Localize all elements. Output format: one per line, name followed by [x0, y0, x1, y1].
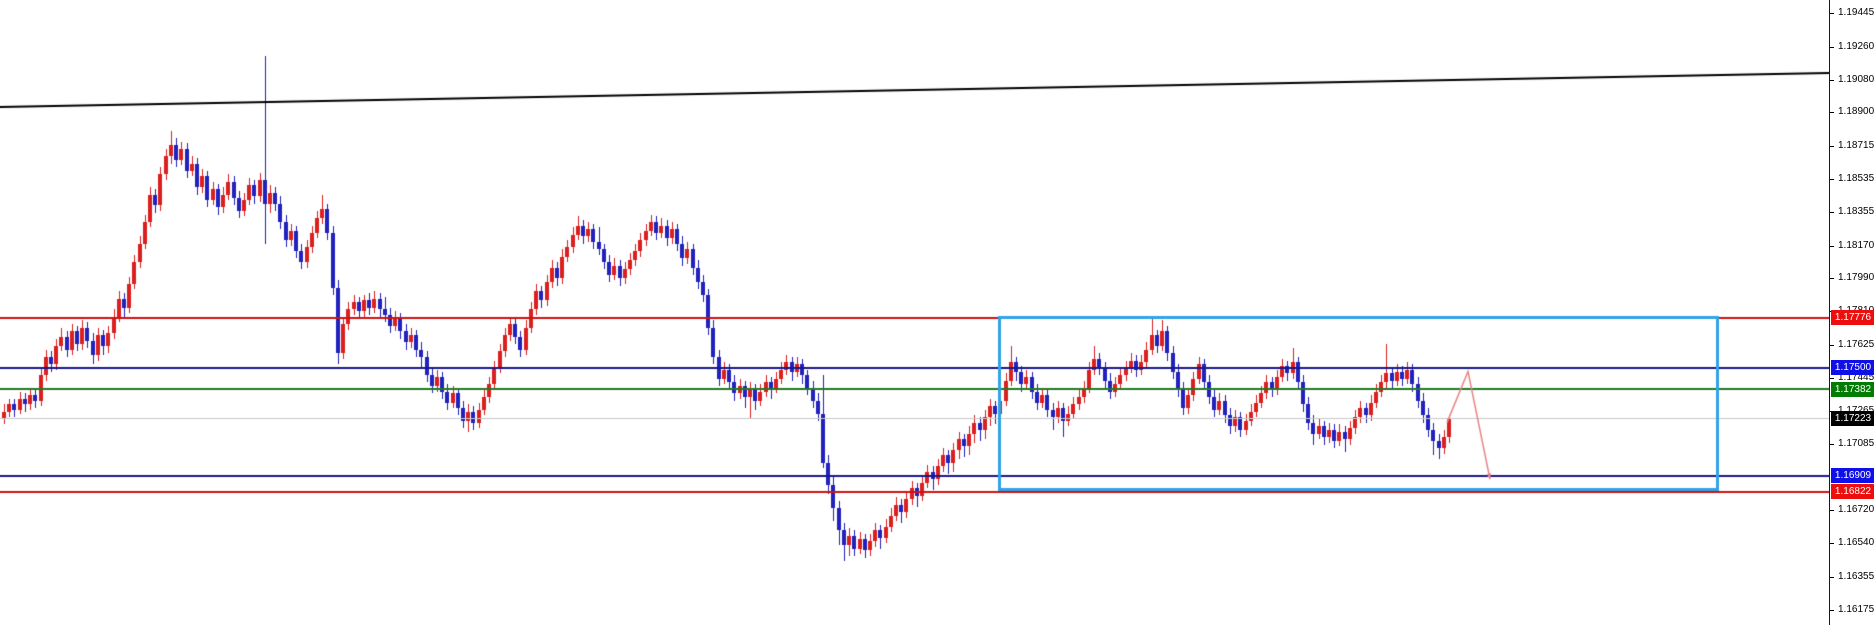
- price-tick-dash: [1830, 543, 1834, 544]
- price-tick-dash: [1830, 577, 1834, 578]
- price-tick-dash: [1830, 146, 1834, 147]
- price-level-badge: 1.17500: [1831, 360, 1874, 375]
- price-tick-label: 1.18535: [1838, 173, 1874, 184]
- price-tick-label: 1.17085: [1838, 438, 1874, 449]
- price-tick-dash: [1830, 212, 1834, 213]
- price-tick-label: 1.18715: [1838, 140, 1874, 151]
- price-tick-label: 1.16355: [1838, 571, 1874, 582]
- price-level-badge: 1.17223: [1831, 411, 1874, 426]
- price-tick-label: 1.19260: [1838, 41, 1874, 52]
- price-tick-label: 1.18900: [1838, 106, 1874, 117]
- price-tick-dash: [1830, 246, 1834, 247]
- price-tick-dash: [1830, 179, 1834, 180]
- price-tick-label: 1.18355: [1838, 206, 1874, 217]
- price-level-badge: 1.17382: [1831, 382, 1874, 397]
- price-tick-dash: [1830, 345, 1834, 346]
- price-tick-dash: [1830, 80, 1834, 81]
- price-tick-label: 1.16540: [1838, 537, 1874, 548]
- price-tick-dash: [1830, 444, 1834, 445]
- price-tick-label: 1.18170: [1838, 240, 1874, 251]
- price-tick-dash: [1830, 278, 1834, 279]
- price-tick-dash: [1830, 610, 1834, 611]
- price-level-badge: 1.17776: [1831, 310, 1874, 325]
- price-tick-label: 1.19445: [1838, 7, 1874, 18]
- price-level-badge: 1.16909: [1831, 468, 1874, 483]
- price-tick-dash: [1830, 510, 1834, 511]
- price-tick-dash: [1830, 13, 1834, 14]
- price-tick-label: 1.17990: [1838, 272, 1874, 283]
- price-tick-dash: [1830, 47, 1834, 48]
- price-axis[interactable]: 1.19445 1.19260 1.19080 1.18900 1.18715 1.185…: [1829, 0, 1874, 625]
- price-tick-label: 1.19080: [1838, 74, 1874, 85]
- price-tick-dash: [1830, 378, 1834, 379]
- candlestick-chart-canvas[interactable]: [0, 0, 1829, 625]
- price-tick-label: 1.16175: [1838, 604, 1874, 615]
- price-tick-label: 1.17265: [1838, 405, 1874, 417]
- price-level-badge: 1.16822: [1831, 484, 1874, 499]
- price-tick-label: 1.17625: [1838, 339, 1874, 350]
- price-tick-label: 1.17445: [1838, 372, 1874, 383]
- price-tick-dash: [1830, 112, 1834, 113]
- price-tick-label: 1.16720: [1838, 504, 1874, 515]
